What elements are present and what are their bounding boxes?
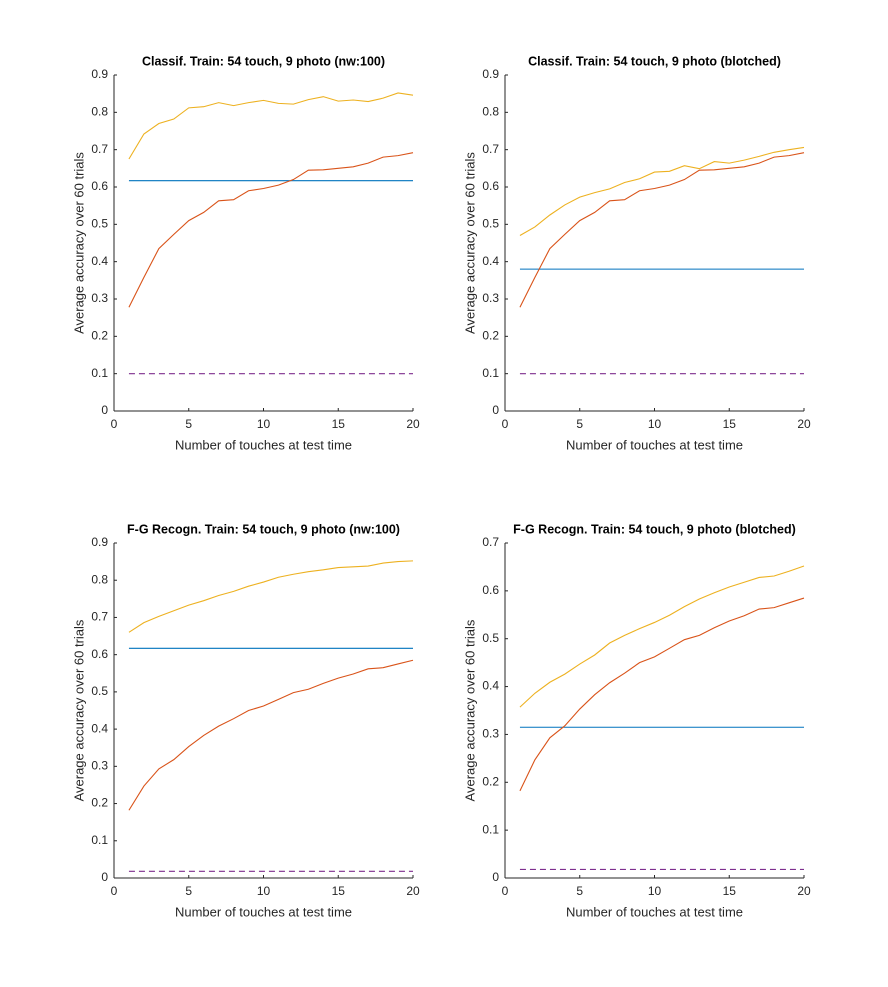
x-tick-label: 5: [576, 417, 583, 431]
x-tick-label: 0: [111, 417, 118, 431]
y-tick-label: 0.9: [482, 67, 499, 81]
x-tick-label: 15: [723, 884, 737, 898]
y-tick-label: 0.9: [91, 535, 108, 549]
y-tick-label: 0.2: [91, 796, 108, 810]
x-tick-label: 20: [406, 884, 420, 898]
chart-title: F-G Recogn. Train: 54 touch, 9 photo (bl…: [513, 522, 796, 536]
x-tick-label: 10: [257, 884, 271, 898]
y-tick-label: 0.7: [482, 142, 499, 156]
y-tick-label: 0: [101, 403, 108, 417]
x-tick-label: 5: [185, 884, 192, 898]
x-tick-label: 20: [797, 884, 811, 898]
y-tick-label: 0.1: [482, 822, 499, 836]
y-tick-label: 0.3: [482, 291, 499, 305]
data-line: [128, 92, 414, 160]
x-tick-label: 20: [797, 417, 811, 431]
y-tick-label: 0.5: [482, 631, 499, 645]
x-axis-label: Number of touches at test time: [566, 904, 743, 919]
y-tick-label: 0.7: [91, 610, 108, 624]
data-line: [519, 597, 805, 792]
x-tick-label: 5: [576, 884, 583, 898]
x-axis-label: Number of touches at test time: [566, 437, 743, 452]
y-tick-label: 0.5: [91, 217, 108, 231]
x-tick-label: 20: [406, 417, 420, 431]
chart-title: Classif. Train: 54 touch, 9 photo (blotc…: [528, 54, 781, 68]
y-axis-label: Average accuracy over 60 trials: [71, 152, 86, 334]
x-tick-label: 15: [332, 417, 346, 431]
y-tick-label: 0.2: [482, 329, 499, 343]
y-tick-label: 0.3: [482, 727, 499, 741]
data-line: [128, 152, 414, 308]
x-axis-label: Number of touches at test time: [175, 904, 352, 919]
y-tick-label: 0.7: [482, 535, 499, 549]
y-tick-label: 0.6: [482, 583, 499, 597]
y-tick-label: 0: [101, 870, 108, 884]
chart-title: F-G Recogn. Train: 54 touch, 9 photo (nw…: [127, 522, 400, 536]
y-axis-label: Average accuracy over 60 trials: [71, 619, 86, 801]
data-line: [519, 565, 805, 708]
y-tick-label: 0.9: [91, 67, 108, 81]
y-tick-label: 0.2: [91, 329, 108, 343]
x-tick-label: 0: [502, 417, 509, 431]
y-tick-label: 0.5: [482, 217, 499, 231]
y-tick-label: 0.5: [91, 684, 108, 698]
y-axis-label: Average accuracy over 60 trials: [462, 152, 477, 334]
y-tick-label: 0.1: [91, 366, 108, 380]
y-tick-label: 0.4: [91, 721, 108, 735]
x-tick-label: 0: [502, 884, 509, 898]
y-tick-label: 0.6: [91, 647, 108, 661]
x-tick-label: 5: [185, 417, 192, 431]
y-tick-label: 0.3: [91, 291, 108, 305]
y-tick-label: 0.2: [482, 774, 499, 788]
y-tick-label: 0: [492, 403, 499, 417]
data-line: [519, 146, 805, 237]
y-tick-label: 0.4: [482, 679, 499, 693]
y-tick-label: 0.1: [482, 366, 499, 380]
x-tick-label: 10: [648, 884, 662, 898]
x-tick-label: 10: [257, 417, 271, 431]
y-tick-label: 0.4: [482, 254, 499, 268]
y-tick-label: 0.8: [482, 105, 499, 119]
y-axis-label: Average accuracy over 60 trials: [462, 619, 477, 801]
y-tick-label: 0.8: [91, 572, 108, 586]
x-tick-label: 0: [111, 884, 118, 898]
data-line: [519, 152, 805, 308]
y-tick-label: 0.6: [91, 179, 108, 193]
y-tick-label: 0.7: [91, 142, 108, 156]
x-axis-label: Number of touches at test time: [175, 437, 352, 452]
y-tick-label: 0.1: [91, 833, 108, 847]
y-tick-label: 0.8: [91, 105, 108, 119]
y-tick-label: 0.6: [482, 179, 499, 193]
data-line: [128, 659, 414, 811]
x-tick-label: 15: [723, 417, 737, 431]
y-tick-label: 0.4: [91, 254, 108, 268]
data-line: [128, 560, 414, 633]
chart-title: Classif. Train: 54 touch, 9 photo (nw:10…: [142, 54, 385, 68]
x-tick-label: 10: [648, 417, 662, 431]
y-tick-label: 0.3: [91, 759, 108, 773]
y-tick-label: 0: [492, 870, 499, 884]
x-tick-label: 15: [332, 884, 346, 898]
